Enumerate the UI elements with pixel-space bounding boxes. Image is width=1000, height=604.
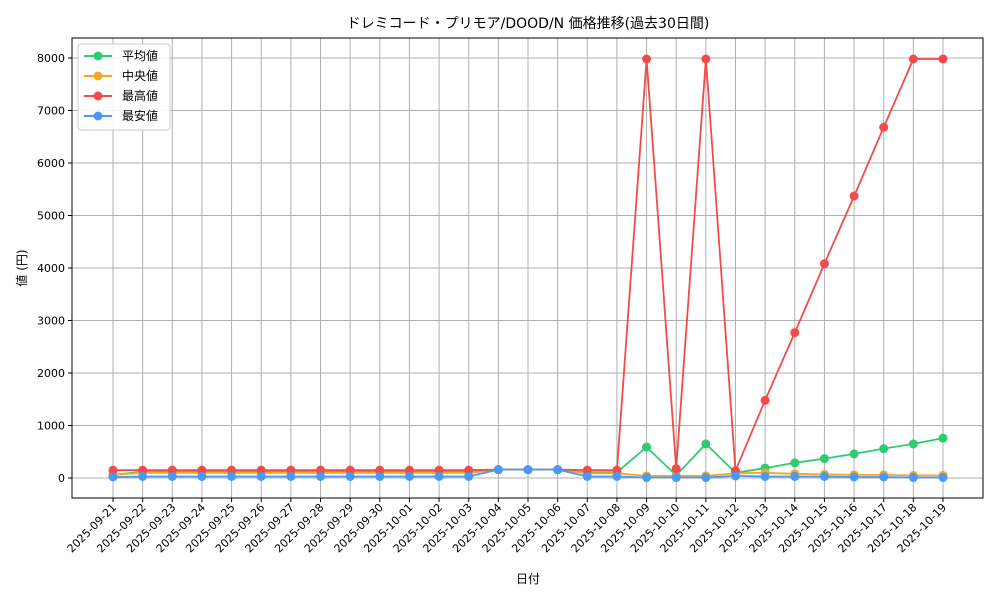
data-point xyxy=(256,471,266,481)
data-point xyxy=(464,471,474,481)
legend-item-min: 最安値 xyxy=(84,108,158,123)
data-point xyxy=(938,54,948,64)
data-point xyxy=(908,439,918,449)
data-point xyxy=(908,473,918,483)
data-point xyxy=(316,471,325,481)
data-point xyxy=(345,465,355,475)
data-point xyxy=(286,465,296,475)
chart-title: ドレミコード・プリモア/DOOD/N 価格推移(過去30日間) xyxy=(347,16,710,32)
data-point xyxy=(790,471,800,481)
data-point xyxy=(227,471,237,481)
data-point xyxy=(671,464,681,474)
data-point xyxy=(849,449,859,459)
data-point xyxy=(879,472,889,482)
data-point xyxy=(108,465,118,475)
y-tick-label: 6000 xyxy=(37,157,65,170)
data-point xyxy=(612,465,622,475)
data-point xyxy=(197,471,207,481)
data-point xyxy=(819,471,829,481)
y-axis: 0 1000 2000 3000 4000 5000 6000 7000 8000 xyxy=(37,52,72,485)
data-point xyxy=(227,465,237,475)
data-point xyxy=(849,472,859,482)
y-axis-label: 値 (円) xyxy=(14,249,29,286)
series-3 xyxy=(108,465,948,483)
data-point xyxy=(671,473,681,483)
data-point xyxy=(167,471,177,481)
legend-label: 平均値 xyxy=(122,48,158,63)
grid-lines xyxy=(72,38,983,498)
y-tick-label: 4000 xyxy=(37,262,65,275)
series-layer xyxy=(108,54,948,483)
data-point xyxy=(879,444,889,454)
data-point xyxy=(286,471,296,481)
data-point xyxy=(316,465,325,475)
data-point xyxy=(701,439,711,449)
data-point xyxy=(849,191,859,201)
data-point xyxy=(108,472,118,482)
data-point xyxy=(760,471,770,481)
legend-marker-icon xyxy=(93,51,103,61)
legend-marker-icon xyxy=(93,71,103,81)
data-point xyxy=(404,471,414,481)
data-point xyxy=(819,259,829,269)
data-point xyxy=(375,471,385,481)
y-tick-label: 2000 xyxy=(37,367,65,380)
data-point xyxy=(612,471,622,481)
data-point xyxy=(760,395,770,405)
data-point xyxy=(375,465,385,475)
data-point xyxy=(493,465,503,475)
legend-box xyxy=(77,43,171,131)
data-point xyxy=(256,465,266,475)
legend-item-max: 最高値 xyxy=(84,88,158,103)
x-axis-label: 日付 xyxy=(516,572,540,586)
data-point xyxy=(434,465,444,475)
data-point xyxy=(938,473,948,483)
y-tick-label: 8000 xyxy=(37,52,65,65)
y-tick-label: 3000 xyxy=(37,315,65,328)
legend-label: 最高値 xyxy=(122,88,158,103)
data-point xyxy=(819,454,829,464)
data-point xyxy=(790,328,800,338)
data-point xyxy=(701,473,711,483)
data-point xyxy=(138,471,148,481)
data-point xyxy=(642,442,652,452)
y-tick-label: 5000 xyxy=(37,209,65,222)
data-point xyxy=(167,465,177,475)
data-point xyxy=(434,471,444,481)
data-point xyxy=(138,465,148,475)
data-point xyxy=(731,471,740,481)
data-point xyxy=(404,465,414,475)
y-tick-label: 0 xyxy=(58,472,65,485)
legend: 平均値 中央値 最高値 最安値 xyxy=(77,43,171,131)
legend-marker-icon xyxy=(93,111,103,121)
data-point xyxy=(553,465,563,475)
data-point xyxy=(197,465,207,475)
legend-label: 最安値 xyxy=(122,108,158,123)
data-point xyxy=(642,473,652,483)
data-point xyxy=(582,471,592,481)
x-axis: 2025-09-212025-09-222025-09-232025-09-24… xyxy=(65,498,949,555)
data-point xyxy=(908,54,918,64)
data-point xyxy=(790,458,800,468)
legend-label: 中央値 xyxy=(122,68,158,83)
data-point xyxy=(938,433,948,443)
data-point xyxy=(701,54,711,64)
data-point xyxy=(523,465,533,475)
data-point xyxy=(642,54,652,64)
legend-marker-icon xyxy=(93,91,103,101)
data-point xyxy=(345,471,355,481)
data-point xyxy=(464,465,474,475)
y-tick-label: 1000 xyxy=(37,420,65,433)
data-point xyxy=(582,465,592,475)
legend-item-mean: 平均値 xyxy=(84,48,158,63)
data-point xyxy=(879,122,889,132)
y-tick-label: 7000 xyxy=(37,104,65,117)
legend-item-median: 中央値 xyxy=(84,68,158,83)
